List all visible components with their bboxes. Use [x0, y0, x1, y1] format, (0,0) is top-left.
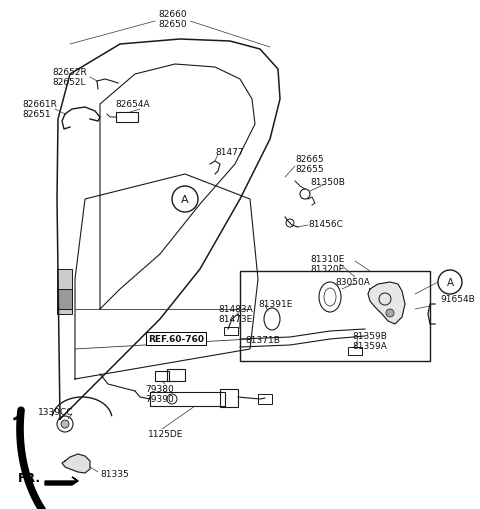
Bar — [224, 327, 238, 335]
Bar — [116, 113, 138, 123]
Circle shape — [386, 309, 394, 318]
Text: 81371B: 81371B — [245, 335, 280, 344]
Bar — [220, 389, 238, 407]
Text: 91654B: 91654B — [440, 294, 475, 303]
Text: 81335: 81335 — [100, 469, 129, 478]
Polygon shape — [368, 282, 405, 324]
Bar — [155, 371, 169, 381]
Text: 82654A: 82654A — [115, 100, 150, 109]
Bar — [57, 290, 72, 309]
Text: 83050A: 83050A — [335, 277, 370, 287]
Text: 81477: 81477 — [215, 148, 244, 157]
Text: A: A — [446, 277, 454, 288]
Bar — [258, 394, 272, 404]
Bar — [348, 347, 362, 355]
Text: 82660
82650: 82660 82650 — [159, 10, 187, 30]
Bar — [150, 392, 225, 406]
Bar — [167, 369, 185, 381]
Text: FR.: FR. — [18, 471, 41, 484]
Text: 81391E: 81391E — [258, 299, 292, 308]
Text: A: A — [181, 194, 189, 205]
Text: 82665
82655: 82665 82655 — [295, 155, 324, 174]
Text: 81350B: 81350B — [310, 178, 345, 187]
Text: 82661R
82651: 82661R 82651 — [22, 100, 57, 119]
Bar — [240, 271, 430, 361]
Text: 81310E
81320E: 81310E 81320E — [310, 254, 344, 274]
Text: 1339CC: 1339CC — [38, 407, 73, 416]
Polygon shape — [62, 454, 90, 473]
Text: 81359B
81359A: 81359B 81359A — [352, 331, 387, 351]
Bar — [57, 269, 72, 315]
Text: 79380
79390: 79380 79390 — [145, 384, 174, 404]
Polygon shape — [45, 477, 78, 485]
Circle shape — [61, 420, 69, 428]
Text: 1125DE: 1125DE — [148, 429, 183, 438]
Text: REF.60-760: REF.60-760 — [148, 334, 204, 344]
Text: 81483A
81473E: 81483A 81473E — [218, 304, 253, 324]
Text: 81456C: 81456C — [308, 219, 343, 229]
Text: 82652R
82652L: 82652R 82652L — [52, 68, 87, 87]
